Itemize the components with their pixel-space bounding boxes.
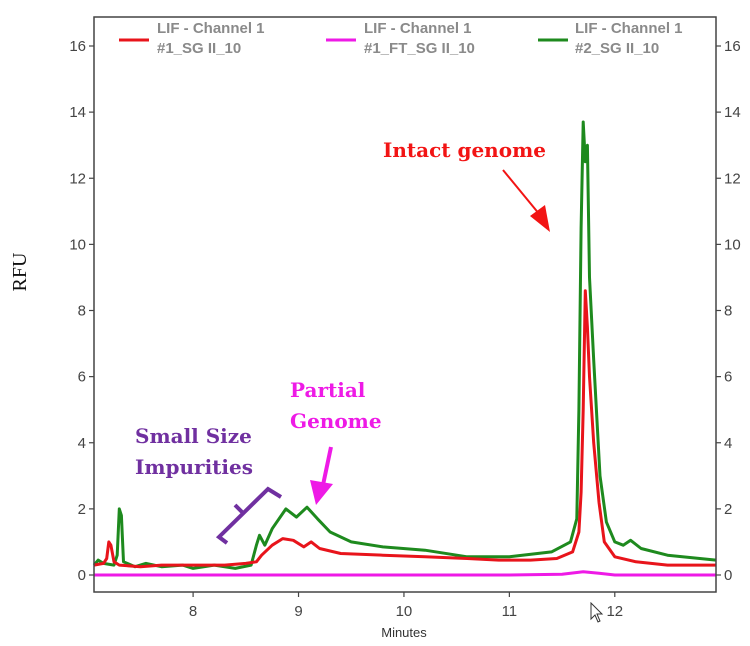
x-tick-label: 12 <box>606 603 623 620</box>
y-axis-right: 0 2 4 6 8 10 12 14 16 <box>716 38 741 584</box>
x-tick-label: 8 <box>189 603 197 620</box>
y-tick-label-right: 12 <box>724 170 741 187</box>
y-tick-label-left: 16 <box>69 38 86 55</box>
y-tick-label-left: 4 <box>78 435 86 452</box>
intact-genome-arrow-shaft <box>502 169 541 216</box>
y-tick-label-right: 0 <box>724 567 732 584</box>
annotation-intact-genome: Intact genome <box>383 138 546 162</box>
legend-label-series-3-line2: #2_SG II_10 <box>575 40 659 57</box>
legend-label-series-3-line1: LIF - Channel 1 <box>575 20 683 37</box>
y-tick-label-right: 16 <box>724 38 741 55</box>
annotation-small-size-impurities-line1: Small Size <box>135 424 252 448</box>
annotation-partial-genome-line2: Genome <box>290 409 382 433</box>
legend-label-series-1-line2: #1_SG II_10 <box>157 40 241 57</box>
series-line-2 <box>94 570 716 577</box>
series-line-1 <box>93 289 716 569</box>
series-lines <box>92 120 717 577</box>
y-axis-title: RFU <box>9 252 31 291</box>
x-tick-label: 11 <box>502 603 518 620</box>
impurities-bracket-stem <box>233 503 245 515</box>
y-tick-label-right: 10 <box>724 236 741 253</box>
y-tick-label-left: 10 <box>69 236 86 253</box>
partial-genome-arrow-shaft <box>321 446 333 486</box>
y-axis-left: 0 2 4 6 8 10 12 14 16 <box>69 38 94 584</box>
intact-genome-arrow-head <box>530 205 550 232</box>
annotations: Intact genome Partial Genome Small Size … <box>135 138 550 545</box>
y-tick-label-left: 12 <box>69 170 86 187</box>
x-axis-title: Minutes <box>381 625 427 640</box>
legend-label-series-1-line1: LIF - Channel 1 <box>157 20 265 37</box>
y-tick-label-right: 4 <box>724 435 732 452</box>
annotation-small-size-impurities-line2: Impurities <box>135 455 253 479</box>
x-tick-label: 9 <box>294 603 302 620</box>
x-axis: 8 9 10 11 12 <box>189 592 623 620</box>
annotation-partial-genome-line1: Partial <box>290 378 366 402</box>
y-tick-label-left: 2 <box>78 501 86 518</box>
legend: LIF - Channel 1 #1_SG II_10 LIF - Channe… <box>119 20 683 57</box>
legend-label-series-2-line1: LIF - Channel 1 <box>364 20 472 37</box>
plot-frame <box>93 16 717 593</box>
legend-label-series-2-line2: #1_FT_SG II_10 <box>364 40 475 57</box>
y-tick-label-left: 0 <box>78 567 86 584</box>
y-tick-label-left: 14 <box>69 104 86 121</box>
y-tick-label-right: 8 <box>724 303 732 320</box>
y-tick-label-right: 2 <box>724 501 732 518</box>
y-tick-label-right: 6 <box>724 369 732 386</box>
series-line-3 <box>92 120 717 570</box>
mouse-pointer-icon <box>590 602 604 623</box>
partial-genome-arrow-head <box>310 480 333 505</box>
y-tick-label-left: 8 <box>78 303 86 320</box>
y-tick-label-left: 6 <box>78 369 86 386</box>
x-tick-label: 10 <box>396 603 413 620</box>
impurities-bracket-icon <box>215 486 283 545</box>
y-tick-label-right: 14 <box>724 104 741 121</box>
